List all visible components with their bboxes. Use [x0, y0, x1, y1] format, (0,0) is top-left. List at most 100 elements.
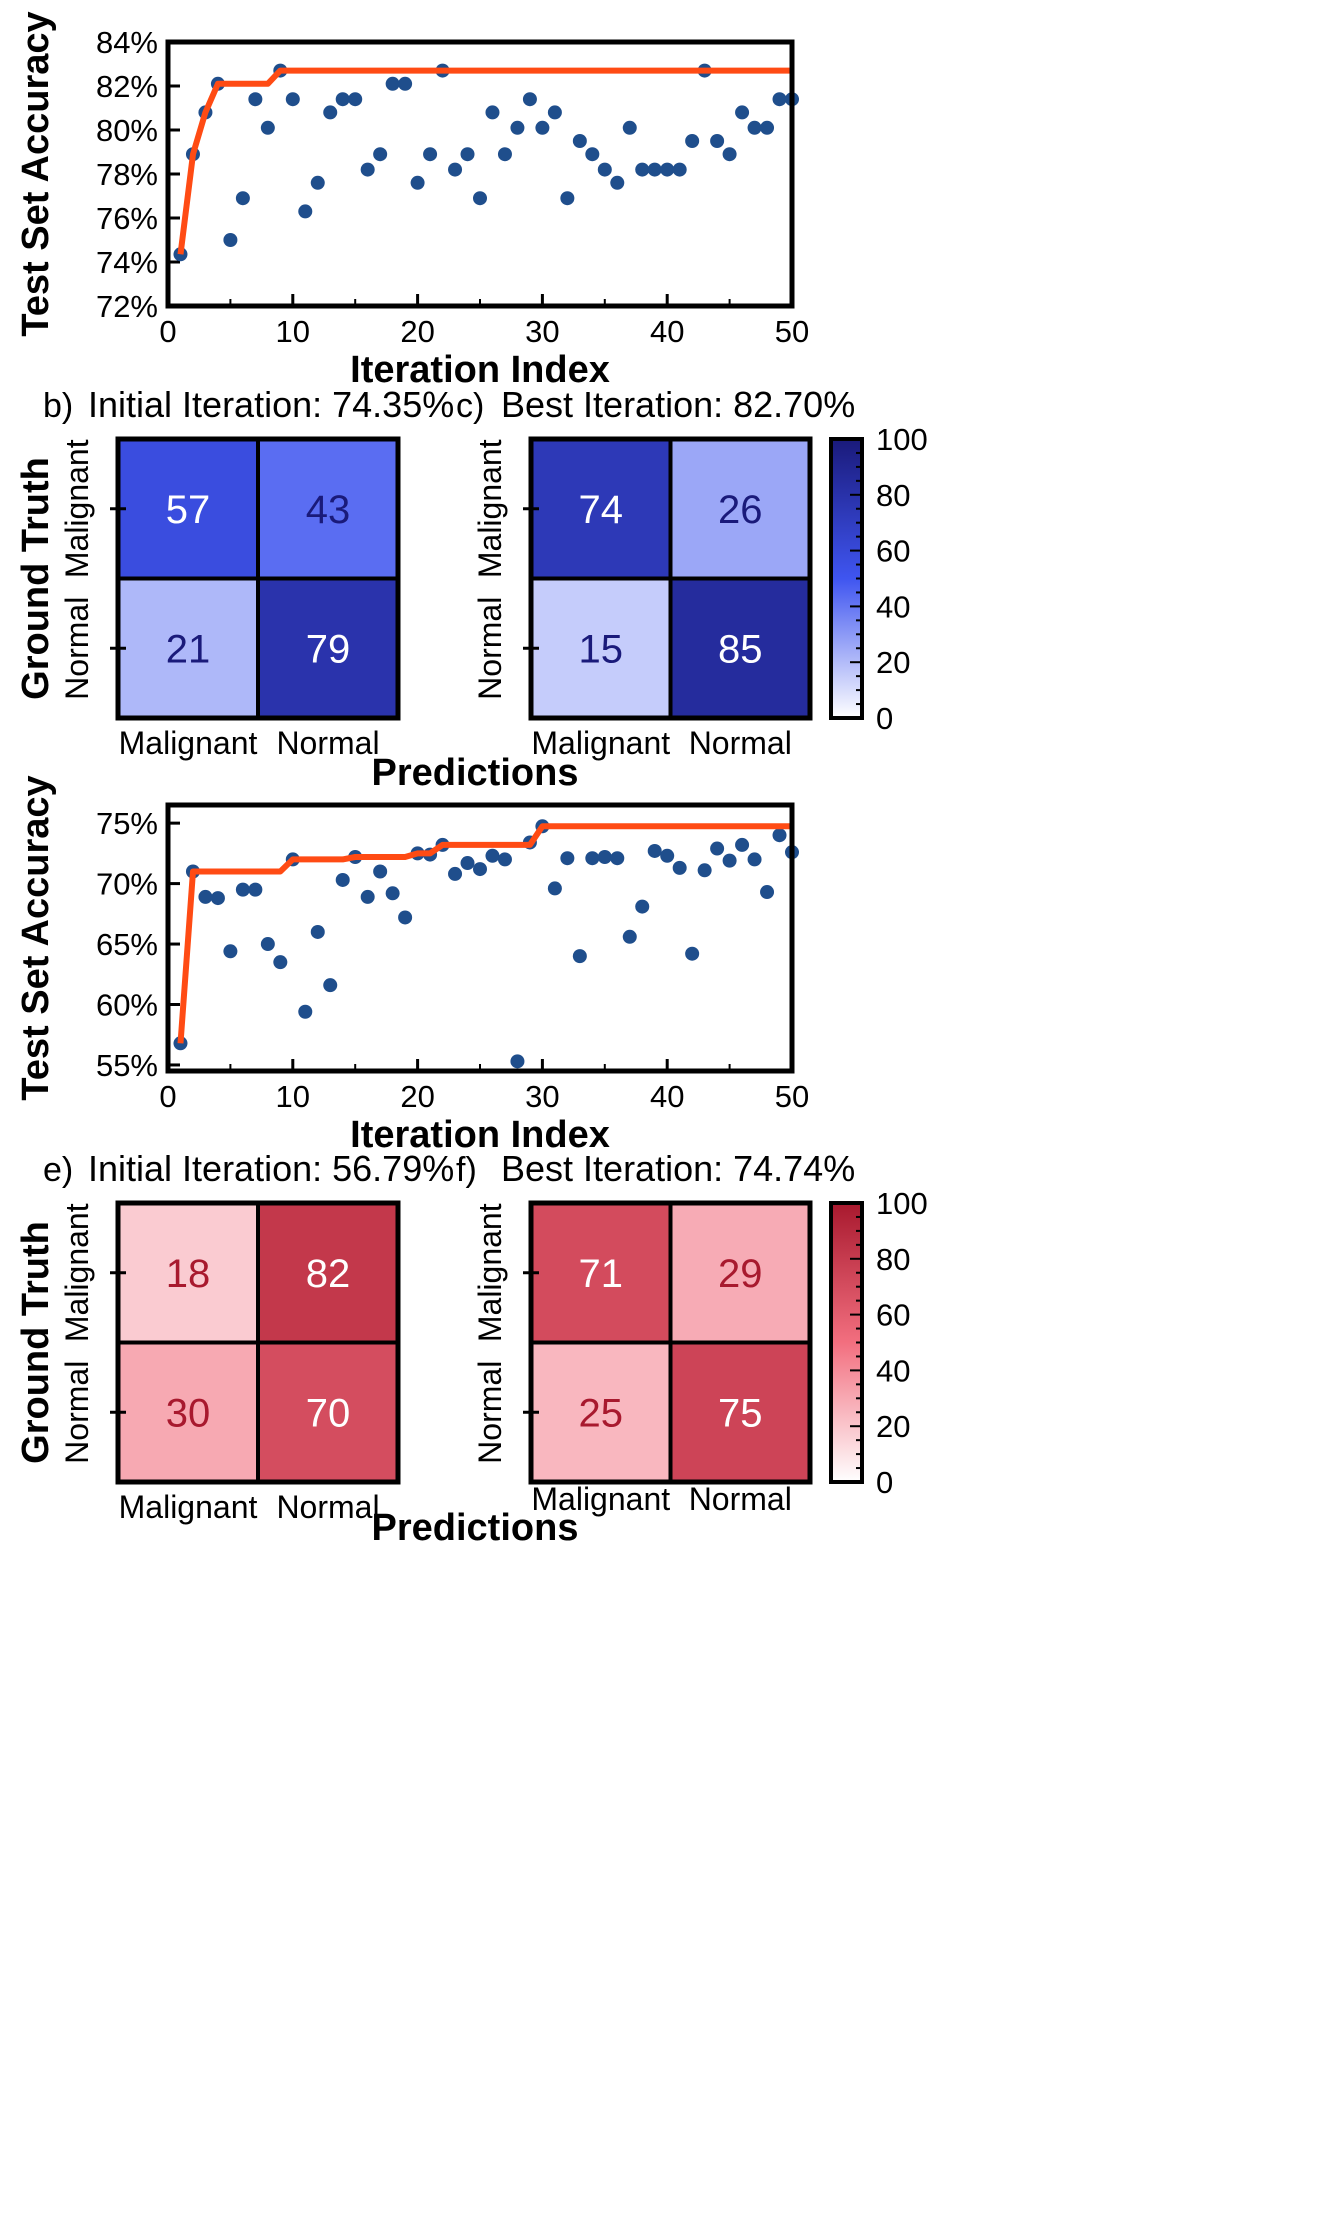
- data-point: [210, 891, 225, 906]
- x-tick-label: 30: [525, 314, 559, 349]
- cell-value: 57: [166, 488, 211, 532]
- best-so-far-line: [177, 823, 792, 1044]
- data-point: [597, 162, 612, 177]
- heatmap-cell: [668, 1340, 812, 1484]
- accuracy-chart-a: a)72%74%76%78%80%82%84%01020304050Iterat…: [15, 11, 809, 391]
- cell-value: 26: [718, 488, 763, 532]
- heatmap-title: Initial Iteration: 74.35%: [88, 384, 454, 425]
- x-tick-label: 0: [159, 314, 176, 349]
- colorbar-tick-label: 0: [876, 1465, 893, 1500]
- x-tick-label: 50: [775, 1079, 809, 1114]
- data-point: [585, 851, 600, 866]
- data-point: [260, 937, 275, 952]
- confusion-matrix-c: c) Best Iteration: 82.70% 74 26 15 85 Malignan…: [372, 384, 856, 794]
- column-label: Malignant: [119, 725, 258, 761]
- data-point: [635, 162, 650, 177]
- panel-label: b): [43, 387, 73, 425]
- data-point: [572, 134, 587, 148]
- data-point: [722, 147, 737, 162]
- heatmap-cell: [116, 576, 260, 720]
- heatmap-cell: [116, 1340, 260, 1484]
- colorbar-frame: [829, 437, 864, 720]
- data-point: [260, 120, 275, 135]
- y-tick-label: 80%: [96, 113, 158, 148]
- data-point: [235, 882, 250, 897]
- cell-value: 85: [718, 627, 763, 671]
- heatmap-frame: [528, 436, 813, 721]
- data-point: [635, 899, 650, 914]
- panel-label: f): [456, 1151, 477, 1189]
- data-point: [585, 147, 600, 162]
- data-point: [460, 147, 475, 162]
- data-point: [510, 120, 525, 135]
- row-label: Normal: [59, 1361, 95, 1464]
- x-axis-title: Iteration Index: [350, 349, 610, 391]
- data-point: [572, 949, 587, 964]
- data-point: [448, 162, 463, 177]
- row-label: Normal: [472, 1361, 508, 1464]
- data-point: [735, 105, 750, 120]
- y-tick-label: 70%: [96, 867, 158, 902]
- data-point: [485, 105, 500, 120]
- data-point: [310, 924, 325, 939]
- y-tick-label: 65%: [96, 927, 158, 962]
- data-point: [385, 886, 400, 901]
- confusion-matrix-e: e) Initial Iteration: 56.79% 18 82 30 70 Malig…: [15, 1148, 454, 1525]
- data-point: [760, 120, 775, 135]
- colorbar-red: 0 20 40 60 80 100: [829, 1186, 928, 1500]
- x-tick-label: 50: [775, 314, 809, 349]
- heatmap-frame: [115, 1200, 401, 1485]
- data-point: [722, 853, 737, 868]
- data-point: [647, 162, 662, 177]
- data-point: [535, 120, 550, 135]
- y-tick-label: 84%: [96, 25, 158, 60]
- heatmap-cell: [256, 1201, 400, 1345]
- column-label: Normal: [689, 725, 792, 761]
- colorbar-tick-label: 80: [876, 478, 910, 513]
- heatmap-frame: [528, 1200, 813, 1485]
- data-point: [672, 860, 687, 875]
- y-tick-label: 72%: [96, 289, 158, 324]
- data-point: [522, 92, 537, 107]
- confusion-matrix-b: b) Initial Iteration: 74.35% 57 43 21 79 Malig…: [15, 384, 454, 761]
- data-point: [248, 882, 263, 897]
- colorbar-tick-label: 60: [876, 534, 910, 569]
- data-point: [285, 92, 300, 107]
- y-tick-label: 75%: [96, 806, 158, 841]
- y-tick-label: 55%: [96, 1048, 158, 1083]
- x-axis-title: Predictions: [372, 1507, 579, 1549]
- data-point: [410, 175, 425, 190]
- confusion-matrix-f: f) Best Iteration: 74.74% 71 29 25 75 Malignan…: [372, 1148, 856, 1549]
- data-point: [485, 848, 500, 863]
- data-point: [747, 120, 762, 135]
- data-point: [622, 120, 637, 135]
- data-point: [710, 134, 725, 148]
- x-axis-title: Predictions: [372, 752, 579, 794]
- plot-frame: [165, 802, 795, 1074]
- cell-value: 25: [579, 1391, 624, 1435]
- data-point: [735, 837, 750, 852]
- cell-value: 18: [166, 1252, 211, 1296]
- plot-frame: [165, 39, 795, 309]
- data-point: [398, 76, 413, 91]
- data-point: [473, 862, 487, 877]
- cell-value: 43: [306, 488, 351, 532]
- heatmap-cell: [256, 437, 400, 581]
- colorbar-tick-label: 0: [876, 701, 893, 736]
- data-point: [298, 204, 313, 219]
- cell-value: 70: [306, 1391, 351, 1435]
- heatmap-title: Best Iteration: 74.74%: [501, 1148, 855, 1189]
- data-point: [473, 191, 487, 206]
- data-point: [710, 841, 725, 856]
- cell-value: 79: [306, 627, 351, 671]
- panel-label: c): [456, 387, 484, 425]
- cell-value: 75: [718, 1391, 763, 1435]
- data-point: [385, 76, 400, 91]
- data-point: [273, 955, 288, 970]
- data-point: [685, 946, 700, 961]
- column-label: Normal: [689, 1481, 792, 1517]
- colorbar-tick-label: 40: [876, 1353, 910, 1388]
- data-point: [373, 864, 388, 879]
- heatmap-cell: [668, 1201, 812, 1345]
